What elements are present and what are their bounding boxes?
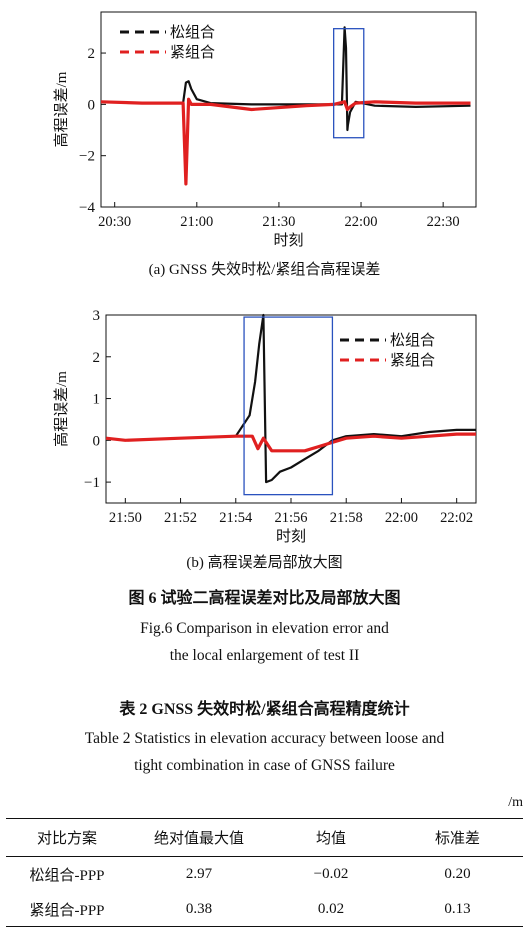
figure-title-en-1: Fig.6 Comparison in elevation error and [140, 620, 389, 637]
table-cell: −0.02 [313, 866, 349, 883]
table-title-en-2: tight combination in case of GNSS failur… [134, 757, 395, 774]
highlight-box [333, 28, 365, 139]
highlight-box [243, 316, 334, 496]
series-line-loose [100, 26, 471, 132]
y-tick-label: −1 [84, 475, 100, 491]
table-cell: 2.97 [185, 866, 213, 883]
table-header-cell: 标准差 [434, 831, 480, 847]
x-tick-label: 21:54 [219, 510, 253, 526]
chart-a: −4 −2 0 2 20:30 21:00 21:30 22:00 22:30 时刻 高程误差/m 松… [53, 11, 477, 249]
table-unit: /m [508, 795, 523, 810]
stats-table: 对比方案 绝对值最大值 均值 标准差 松组合-PPP 2.97 −0.02 0.… [6, 818, 523, 927]
table-header-row: 对比方案 绝对值最大值 均值 标准差 [6, 818, 523, 857]
legend-label: 紧组合 [390, 352, 435, 369]
series-line-tight [105, 432, 476, 453]
plot-frame [100, 11, 477, 208]
chart-a-caption: (a) GNSS 失效时松/紧组合高程误差 [148, 262, 381, 278]
legend-label: 松组合 [170, 24, 215, 41]
table-cell: 0.38 [185, 900, 213, 917]
table-cell: 松组合-PPP [29, 868, 105, 885]
figure-title-en-2: the local enlargement of test II [169, 647, 360, 664]
x-tick-label: 22:30 [427, 214, 460, 230]
table-header-cell: 均值 [315, 831, 346, 847]
x-tick-label: 21:50 [109, 510, 142, 526]
x-tick-label: 22:00 [345, 214, 378, 230]
series-line-tight [100, 97, 471, 186]
y-tick-label: 0 [88, 97, 96, 113]
y-tick-label: 3 [93, 308, 101, 324]
legend-label: 紧组合 [170, 44, 215, 61]
x-tick-label: 21:00 [180, 214, 213, 230]
x-tick-label: 22:00 [385, 510, 418, 526]
x-axis-label: 时刻 [276, 528, 306, 545]
table-row: 紧组合-PPP 0.38 0.02 0.13 [6, 893, 523, 927]
x-axis-label: 时刻 [273, 232, 303, 249]
table-cell: 0.02 [317, 900, 345, 917]
x-tick-label: 21:56 [274, 510, 307, 526]
y-tick-label: 1 [93, 392, 101, 408]
x-tick-label: 22:02 [440, 510, 473, 526]
table-cell: 0.13 [444, 900, 471, 917]
legend-label: 松组合 [390, 332, 435, 349]
x-tick-label: 21:58 [330, 510, 363, 526]
chart-b-caption: (b) 高程误差局部放大图 [186, 555, 343, 571]
series-line-loose [105, 313, 476, 484]
chart-b: −1 0 1 2 3 21:50 21:52 21:54 21:56 21:58 22:00 22:0… [53, 308, 477, 545]
table-title-en-1: Table 2 Statistics in elevation accuracy… [84, 730, 445, 747]
y-tick-label: −4 [79, 200, 95, 216]
x-tick-label: 21:30 [262, 214, 295, 230]
y-tick-label: 0 [93, 433, 101, 449]
table-title-cn: 表 2 GNSS 失效时松/紧组合高程精度统计 [119, 701, 410, 718]
table-row: 松组合-PPP 2.97 −0.02 0.20 [6, 857, 523, 893]
table-cell: 0.20 [444, 866, 471, 883]
x-tick-label: 20:30 [98, 214, 131, 230]
table-cell: 紧组合-PPP [29, 902, 105, 919]
y-axis-label: 高程误差/m [53, 371, 70, 447]
table-header-cell: 绝对值最大值 [153, 831, 244, 847]
y-tick-label: 2 [93, 350, 101, 366]
y-tick-label: 2 [88, 46, 96, 62]
x-tick-label: 21:52 [164, 510, 197, 526]
y-axis-label: 高程误差/m [53, 71, 70, 147]
figure-title-cn: 图 6 试验二高程误差对比及局部放大图 [128, 590, 401, 607]
y-tick-label: −2 [79, 149, 95, 165]
table-header-cell: 对比方案 [36, 831, 97, 847]
